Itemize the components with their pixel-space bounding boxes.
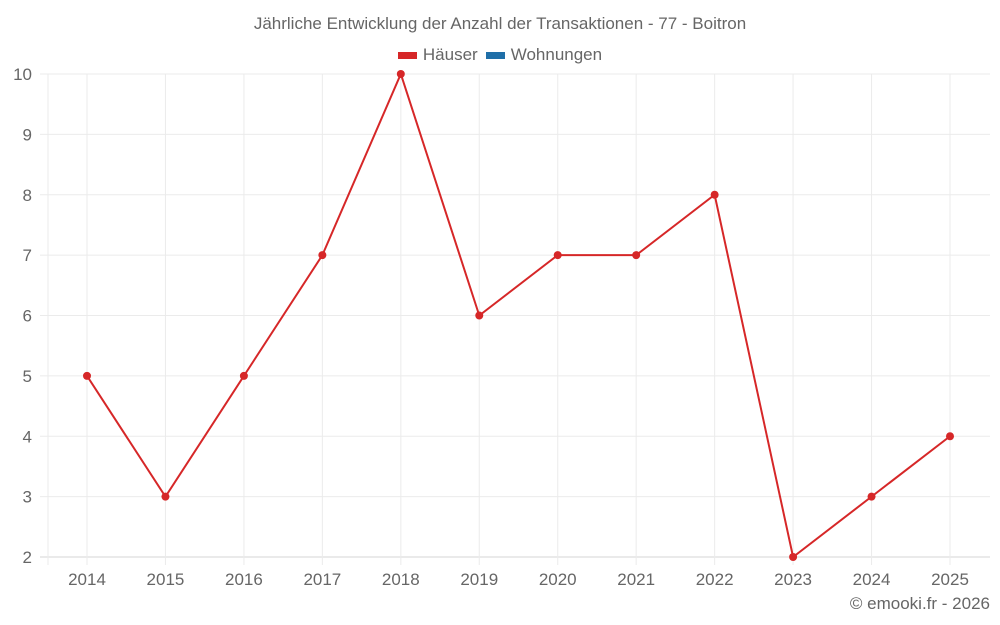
data-point [632,251,641,260]
y-tick-label: 7 [23,246,32,265]
y-tick-label: 2 [23,548,32,567]
data-point [867,492,876,501]
series-line [86,71,951,559]
legend-label-haeuser: Häuser [422,45,478,64]
y-tick-label: 8 [23,186,32,205]
x-tick-label: 2014 [68,570,106,589]
x-tick-label: 2022 [696,570,734,589]
chart-title: Jährliche Entwicklung der Anzahl der Tra… [253,14,747,33]
legend-item-wohnungen[interactable]: Wohnungen [485,45,603,65]
x-tick-label: 2024 [853,570,891,589]
y-tick-label: 4 [23,427,32,446]
y-tick-label: 3 [23,488,32,507]
x-tick-label: 2020 [539,570,577,589]
data-point [318,251,327,260]
x-tick-label: 2023 [774,570,812,589]
legend-swatch-haeuser [397,51,417,59]
data-point [475,311,484,320]
data-point [946,432,954,441]
copyright-credit: © emooki.fr - 2026 [849,594,990,613]
y-tick-label: 5 [23,367,32,386]
x-tick-label: 2025 [931,570,969,589]
x-tick-label: 2015 [147,570,185,589]
data-point [789,553,798,561]
data-point [83,371,91,380]
x-tick-label: 2016 [225,570,263,589]
legend-label-wohnungen: Wohnungen [510,45,603,64]
data-point [161,492,170,501]
x-tick-label: 2018 [382,570,420,589]
x-tick-label: 2019 [460,570,498,589]
data-point [710,190,719,199]
y-tick-label: 9 [23,125,32,144]
y-tick-label: 6 [23,307,32,326]
legend: Häuser Wohnungen [0,45,1000,65]
y-tick-label: 10 [13,65,32,84]
legend-item-haeuser[interactable]: Häuser [397,45,478,65]
data-point [396,70,405,78]
x-tick-label: 2021 [617,570,655,589]
data-point [239,371,248,380]
legend-swatch-wohnungen [485,51,505,59]
x-tick-label: 2017 [303,570,341,589]
data-point [553,251,562,260]
